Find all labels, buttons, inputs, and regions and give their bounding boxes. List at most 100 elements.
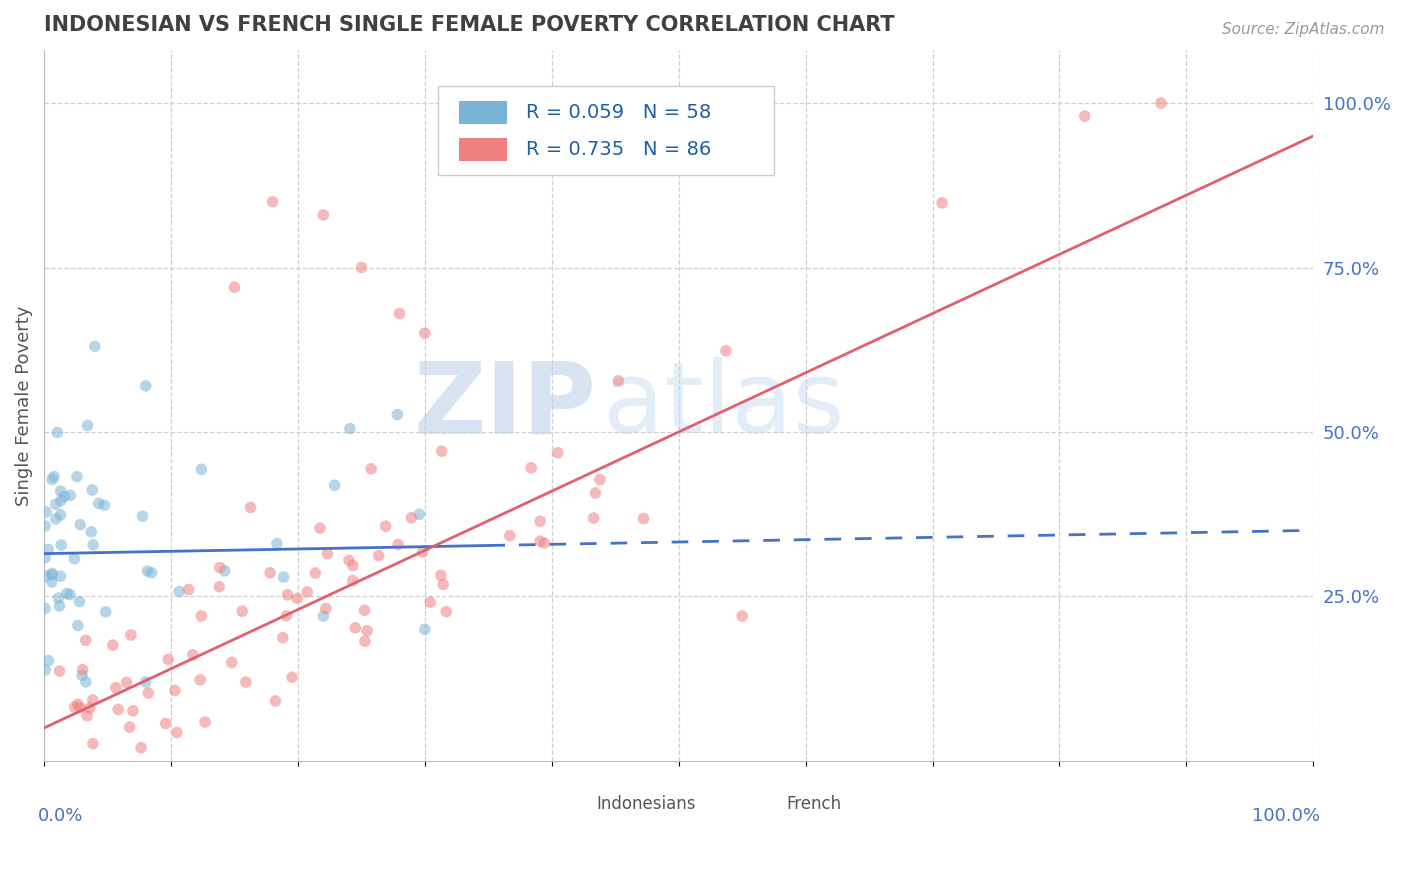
Point [529,534,551,549]
Point [34,663,56,677]
Point [181,648,204,662]
Text: Source: ZipAtlas.com: Source: ZipAtlas.com [1222,22,1385,37]
Point [430,568,453,582]
Point [115,675,138,690]
Point [277,588,299,602]
Point [374,519,396,533]
Point [354,634,377,648]
Point [45,497,67,511]
Point [37,654,59,668]
Point [356,624,378,638]
Point [76,708,98,723]
Point [353,603,375,617]
Text: ZIP: ZIP [413,357,596,454]
Point [262,194,284,209]
Point [342,574,364,588]
Point [499,529,522,543]
Point [607,374,630,388]
Point [264,694,287,708]
Point [276,608,298,623]
Point [271,631,294,645]
Point [413,326,436,341]
Point [94,605,117,619]
Point [131,509,153,524]
Point [408,508,430,522]
Point [589,473,612,487]
Point [731,609,754,624]
FancyBboxPatch shape [723,794,772,814]
Point [547,446,569,460]
Point [157,652,180,666]
Point [350,260,373,275]
Point [221,656,243,670]
Point [163,683,186,698]
Point [83,339,105,353]
Point [533,536,555,550]
Point [235,675,257,690]
Point [337,553,360,567]
Text: INDONESIAN VS FRENCH SINGLE FEMALE POVERTY CORRELATION CHART: INDONESIAN VS FRENCH SINGLE FEMALE POVER… [44,15,894,35]
Text: Indonesians: Indonesians [596,795,696,814]
Point [141,566,163,580]
Text: 100.0%: 100.0% [1251,807,1320,825]
Point [34,601,56,615]
Point [48,599,70,613]
Point [122,704,145,718]
Point [79,701,101,715]
Point [51,538,73,552]
Point [344,621,367,635]
Point [582,511,605,525]
Point [70,668,93,682]
Point [41,567,63,582]
FancyBboxPatch shape [533,794,581,814]
Point [63,551,86,566]
Point [34,550,56,565]
Point [53,489,76,503]
Point [931,195,953,210]
Point [166,725,188,739]
Point [208,580,231,594]
Point [49,569,72,583]
Point [80,524,103,539]
Y-axis label: Single Female Poverty: Single Female Poverty [15,305,32,506]
Point [309,521,332,535]
Point [177,582,200,597]
Point [66,618,89,632]
Point [118,720,141,734]
Point [367,549,389,563]
Point [69,594,91,608]
Point [430,444,453,458]
Point [259,566,281,580]
Point [419,595,441,609]
Point [59,588,82,602]
Point [93,498,115,512]
Point [82,483,104,497]
Point [66,469,89,483]
Point [714,343,737,358]
Point [35,505,58,519]
Point [387,537,409,551]
Point [315,601,337,615]
Point [59,488,82,502]
Point [87,496,110,510]
Point [295,585,318,599]
Point [231,604,253,618]
Point [239,500,262,515]
FancyBboxPatch shape [460,101,508,124]
Point [266,536,288,550]
Point [66,698,89,712]
Point [208,560,231,574]
Point [49,484,72,499]
Point [75,674,97,689]
Point [45,512,67,526]
Point [49,493,72,508]
Point [76,418,98,433]
Text: R = 0.735   N = 86: R = 0.735 N = 86 [526,140,711,159]
Point [41,574,63,589]
Point [342,558,364,573]
Point [387,408,409,422]
Point [37,542,59,557]
FancyBboxPatch shape [437,86,773,175]
Point [316,547,339,561]
Point [120,628,142,642]
